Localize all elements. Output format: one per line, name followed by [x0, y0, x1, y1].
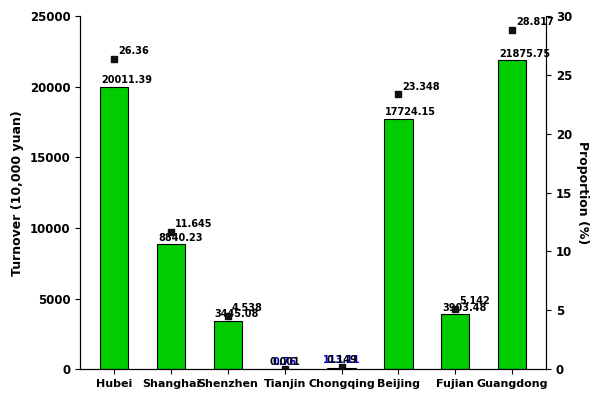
Point	[109, 56, 119, 62]
Point	[166, 229, 176, 235]
Text: 3445.08: 3445.08	[215, 309, 259, 319]
Point	[451, 306, 460, 312]
Bar	[214, 320, 242, 369]
Point	[337, 364, 346, 371]
Text: 8840.23: 8840.23	[158, 233, 202, 243]
Point	[394, 91, 403, 98]
Text: 3903.48: 3903.48	[442, 303, 487, 313]
Bar	[384, 119, 413, 369]
Point	[280, 366, 290, 372]
Bar	[441, 314, 469, 369]
Text: 0.76: 0.76	[273, 357, 297, 367]
Bar	[157, 244, 185, 369]
Y-axis label: Turnover (10,000 yuan): Turnover (10,000 yuan)	[11, 110, 24, 276]
Text: 20011.39: 20011.39	[101, 75, 152, 85]
Bar	[328, 368, 356, 369]
Point	[507, 27, 517, 33]
Text: 5.142: 5.142	[459, 296, 490, 306]
Text: 17724.15: 17724.15	[385, 108, 436, 118]
Text: 11.645: 11.645	[175, 219, 212, 229]
Text: 0.149: 0.149	[326, 355, 357, 365]
Y-axis label: Proportion (%): Proportion (%)	[576, 141, 589, 244]
Bar	[100, 86, 128, 369]
Point	[223, 312, 233, 319]
Text: 0.001: 0.001	[269, 357, 300, 367]
Text: 4.538: 4.538	[232, 303, 263, 313]
Bar	[498, 60, 526, 369]
Text: 26.36: 26.36	[118, 46, 149, 56]
Text: 21875.75: 21875.75	[499, 49, 550, 59]
Text: 113.11: 113.11	[323, 355, 360, 365]
Text: 23.348: 23.348	[403, 82, 440, 92]
Text: 28.817: 28.817	[516, 17, 554, 27]
